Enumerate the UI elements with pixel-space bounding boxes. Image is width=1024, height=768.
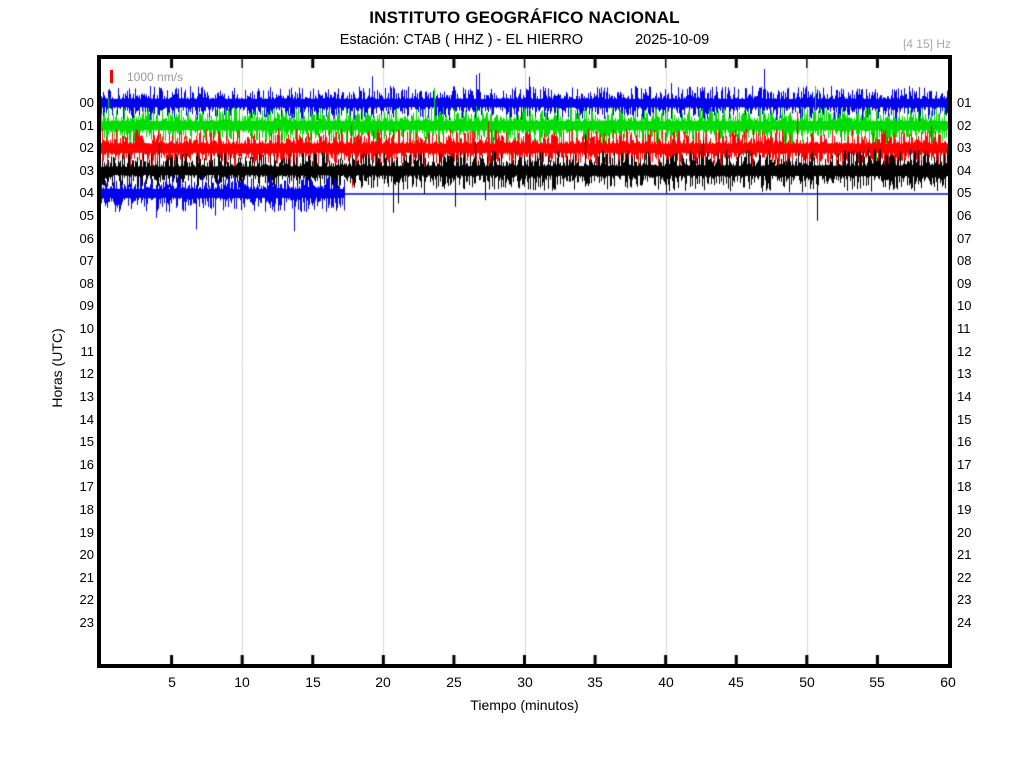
hour-label-right: 10 (957, 298, 972, 313)
hour-label-left: 10 (79, 321, 94, 336)
hour-label-right: 24 (957, 615, 972, 630)
hour-label-left: 07 (79, 253, 94, 268)
amplitude-scale-bar (110, 70, 113, 83)
hour-label-left: 12 (79, 366, 94, 381)
page-title: INSTITUTO GEOGRÁFICO NACIONAL (369, 8, 680, 27)
hour-label-left: 14 (79, 412, 94, 427)
hour-label-right: 17 (957, 457, 972, 472)
minute-tick-label: 45 (728, 674, 744, 690)
hour-label-left: 19 (79, 525, 94, 540)
hour-label-right: 07 (957, 231, 972, 246)
hour-label-right: 23 (957, 592, 972, 607)
hour-label-left: 08 (79, 276, 94, 291)
hour-label-right: 13 (957, 366, 972, 381)
amplitude-scale-label: 1000 nm/s (127, 70, 184, 84)
hour-label-right: 19 (957, 502, 972, 517)
hour-label-left: 21 (79, 570, 94, 585)
hour-label-left: 22 (79, 592, 94, 607)
hour-label-left: 20 (79, 547, 94, 562)
seismogram-canvas (101, 59, 948, 664)
station-info-row: Estación: CTAB ( HHZ ) - EL HIERRO 2025-… (97, 32, 952, 48)
minute-tick-label: 10 (234, 674, 250, 690)
minute-tick-label: 60 (940, 674, 956, 690)
minute-tick-label: 35 (587, 674, 603, 690)
hour-label-right: 22 (957, 570, 972, 585)
minute-tick-label: 25 (446, 674, 462, 690)
hour-label-right: 05 (957, 185, 972, 200)
hour-label-right: 20 (957, 525, 972, 540)
hour-label-left: 03 (79, 163, 94, 178)
hour-label-left: 15 (79, 434, 94, 449)
hour-label-left: 02 (79, 140, 94, 155)
hour-label-left: 18 (79, 502, 94, 517)
hour-label-left: 13 (79, 389, 94, 404)
minute-tick-label: 30 (517, 674, 533, 690)
station-label: Estación: CTAB ( HHZ ) - EL HIERRO (339, 32, 584, 48)
hour-label-left: 06 (79, 231, 94, 246)
hour-label-right: 11 (957, 321, 971, 336)
filter-band-label: [4 15] Hz (902, 37, 951, 51)
hour-label-right: 04 (957, 163, 972, 178)
hour-label-left: 04 (79, 185, 94, 200)
hour-label-right: 15 (957, 412, 972, 427)
hour-label-left: 05 (79, 208, 94, 223)
hour-label-left: 09 (79, 298, 94, 313)
hour-label-left: 16 (79, 457, 94, 472)
y-axis-title: Horas (UTC) (49, 328, 65, 408)
hour-label-right: 03 (957, 140, 972, 155)
hour-label-right: 16 (957, 434, 972, 449)
hour-label-right: 08 (957, 253, 972, 268)
minute-tick-label: 20 (375, 674, 391, 690)
minute-tick-label: 40 (658, 674, 674, 690)
date-label: 2025-10-09 (635, 32, 710, 48)
hour-label-right: 06 (957, 208, 972, 223)
hour-label-right: 02 (957, 118, 972, 133)
hour-label-right: 01 (957, 95, 972, 110)
minute-tick-label: 50 (799, 674, 815, 690)
minute-tick-label: 55 (869, 674, 885, 690)
hour-label-right: 09 (957, 276, 972, 291)
hour-label-right: 14 (957, 389, 972, 404)
hour-label-right: 21 (957, 547, 972, 562)
hour-label-right: 18 (957, 479, 972, 494)
hour-label-left: 17 (79, 479, 94, 494)
x-axis-title: Tiempo (minutos) (470, 697, 579, 713)
hour-label-left: 00 (79, 95, 94, 110)
hour-label-left: 11 (80, 344, 95, 359)
hour-label-right: 12 (957, 344, 972, 359)
minute-tick-label: 5 (168, 674, 176, 690)
hour-label-left: 01 (79, 118, 94, 133)
minute-tick-label: 15 (305, 674, 321, 690)
hour-label-left: 23 (79, 615, 94, 630)
